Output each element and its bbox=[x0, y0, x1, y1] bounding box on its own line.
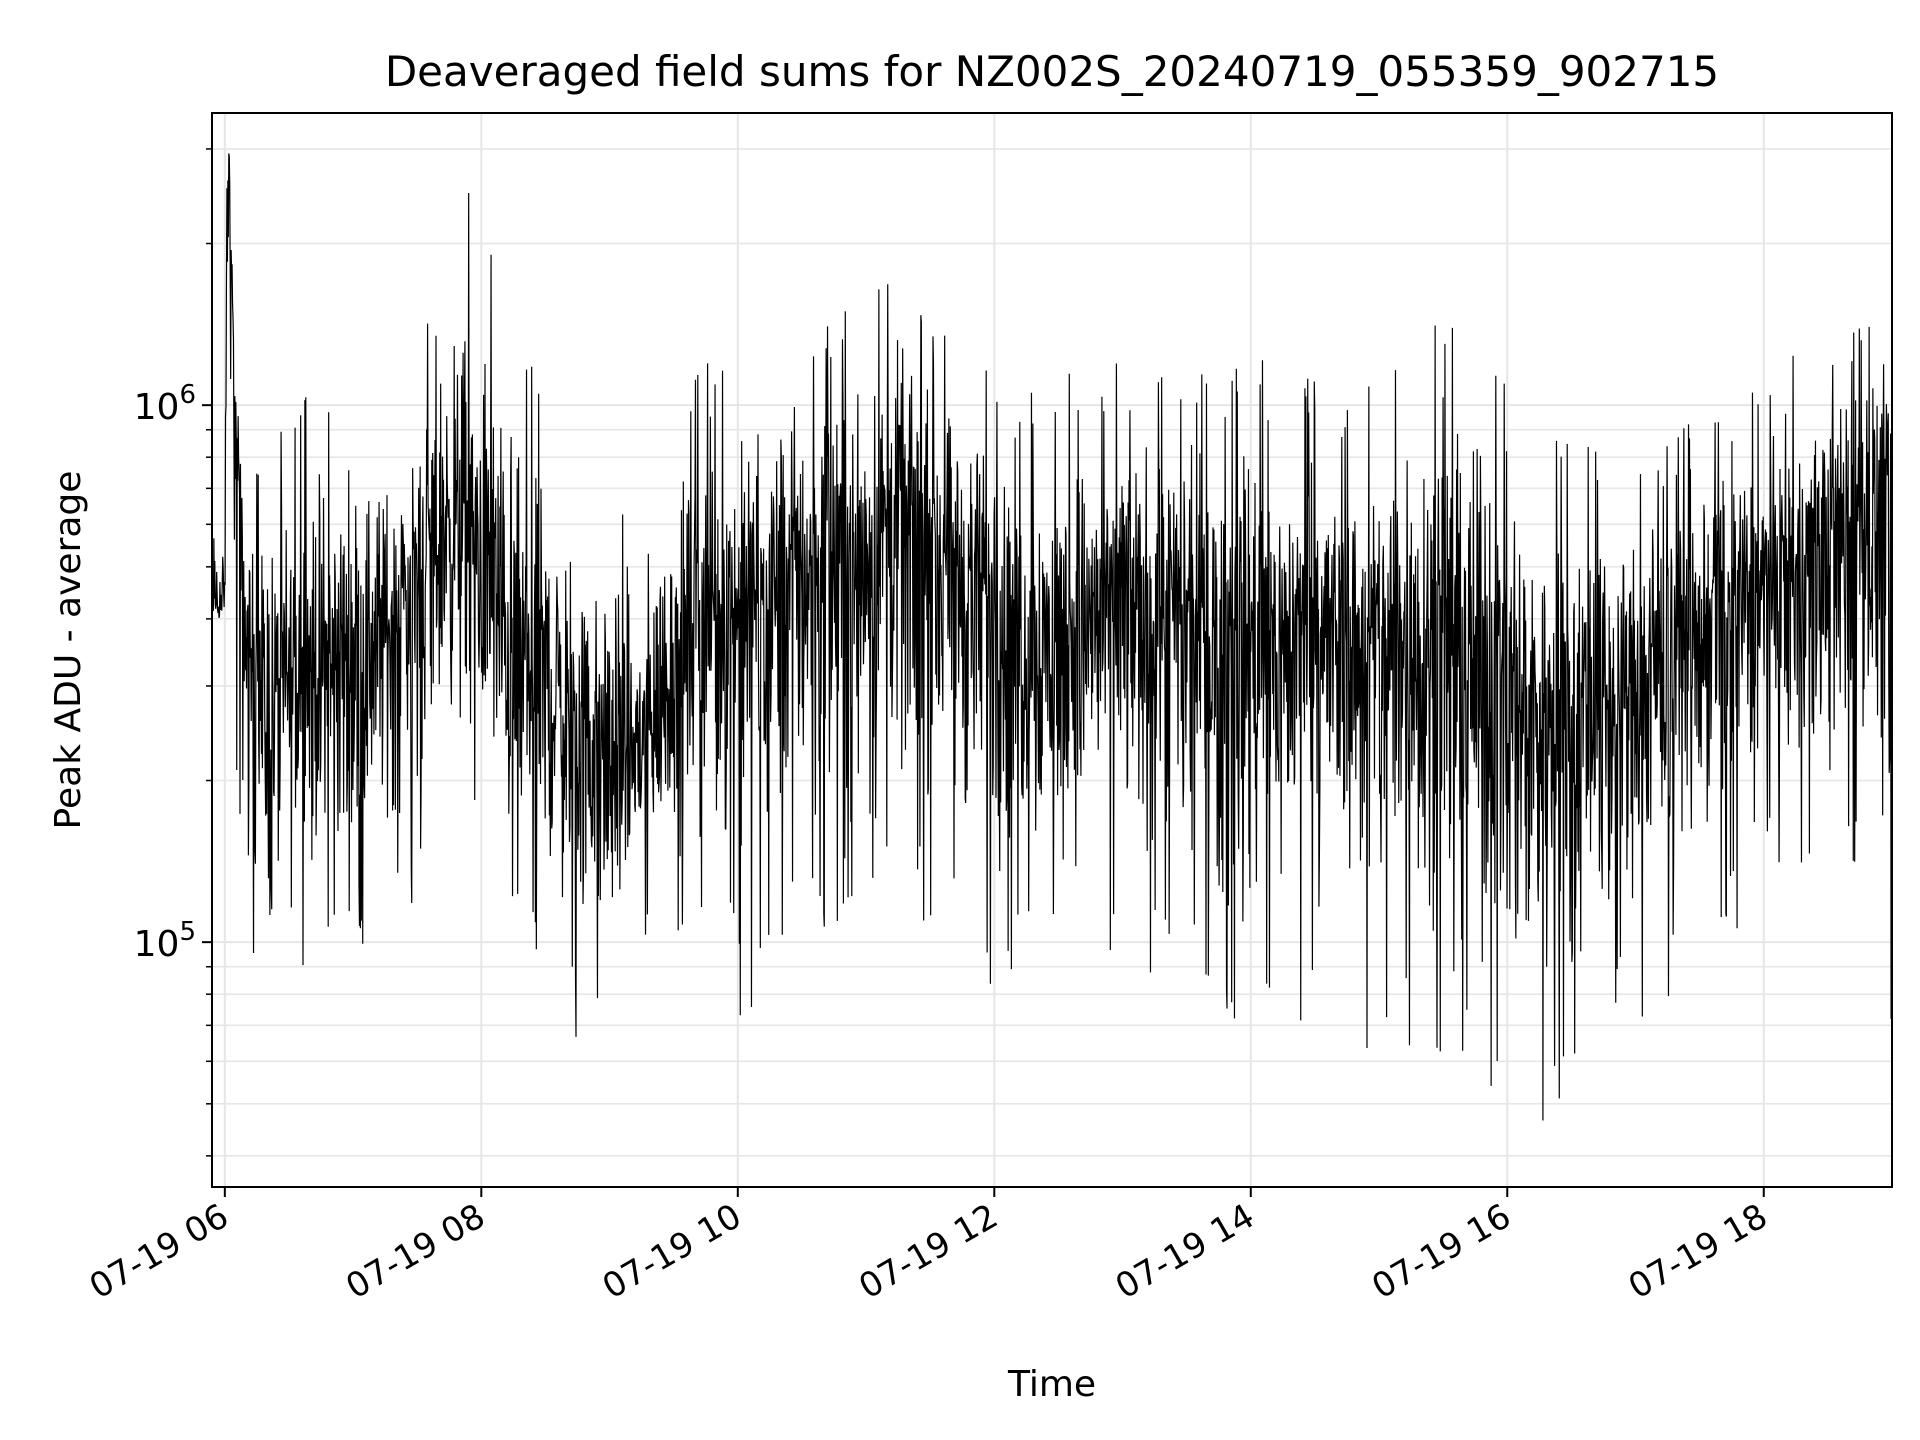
y-axis: 105 106 bbox=[134, 148, 212, 1157]
y-axis-label: Peak ADU - average bbox=[48, 471, 89, 830]
data-series bbox=[211, 153, 1893, 1121]
y-tick-label: 106 bbox=[134, 380, 196, 428]
x-axis-label: Time bbox=[1007, 1364, 1096, 1405]
plot-frame bbox=[211, 112, 1893, 1188]
chart-title: Deaveraged field sums for NZ002S_2024071… bbox=[385, 47, 1719, 96]
series-line bbox=[211, 153, 1893, 1121]
y-tick-label: 105 bbox=[134, 917, 196, 965]
